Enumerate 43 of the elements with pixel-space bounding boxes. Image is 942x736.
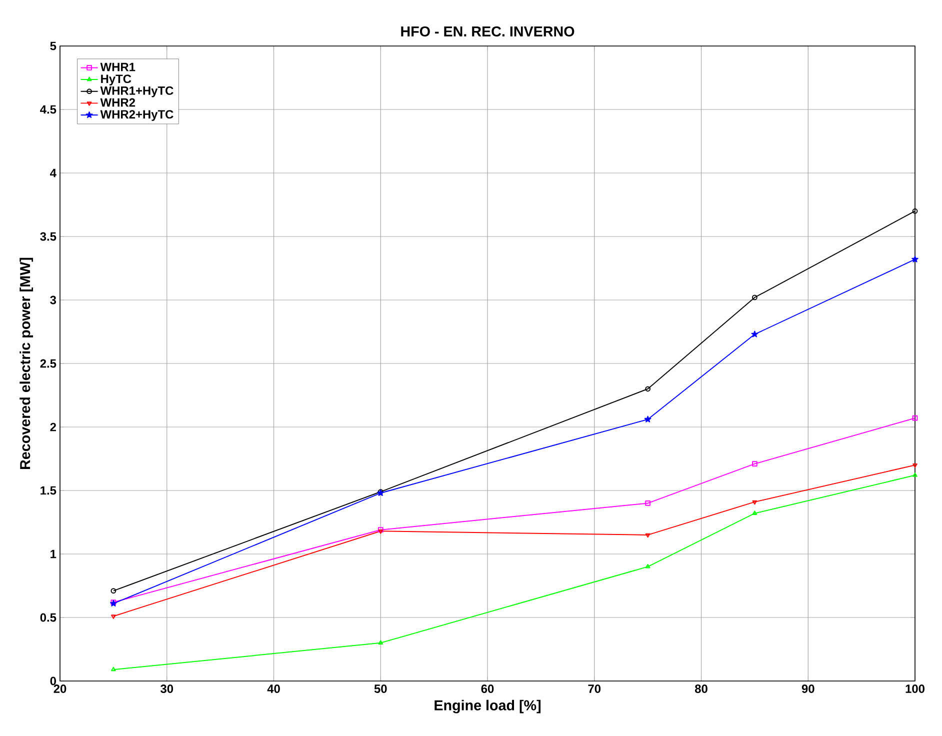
legend-label: WHR2+HyTC [100,110,174,121]
point [752,500,758,505]
point [751,330,758,338]
point [645,533,650,538]
chart-title: HFO - EN. REC. INVERNO [401,26,574,36]
y-tick-label: 5 [50,42,56,50]
point [645,386,651,392]
point [752,294,758,300]
point [644,416,652,422]
x-tick-label: 90 [802,684,814,693]
y-tick-label: 4 [50,168,56,178]
y-tick-label: 3 [50,296,56,304]
y-tick-label: 0.5 [40,613,56,622]
x-tick-label: 30 [160,684,174,694]
point [752,510,758,515]
x-tick-label: 60 [481,684,494,693]
x-tick-label: 80 [694,684,708,693]
legend-label: WHR1+HyTC [100,86,174,98]
legend-label: WHR2 [100,98,136,107]
point [912,415,918,421]
y-tick-label: 2.5 [40,359,56,368]
y-tick-label: 1 [50,550,56,558]
x-tick-label: 20 [54,684,66,693]
point [378,530,384,534]
y-axis-title: Recovered electric power [MW] [20,258,34,469]
point [645,500,651,506]
x-tick-label: 70 [588,684,601,693]
point [645,564,650,568]
point [378,527,384,533]
y-tick-label: 1.5 [40,486,56,495]
x-tick-label: 100 [906,684,924,693]
x-tick-label: 50 [374,684,387,693]
y-tick-label: 2 [50,422,56,432]
y-tick-label: 4.5 [40,105,56,114]
point [378,640,384,644]
point [752,461,758,467]
x-axis-title: Engine load [%] [434,700,540,714]
legend-label: WHR1 [100,62,136,72]
legend-label: HyTC [101,74,132,86]
x-tick-label: 40 [267,684,280,693]
y-tick-label: 3.5 [40,232,56,241]
y-tick-label: 0 [50,676,56,686]
point [912,256,918,262]
